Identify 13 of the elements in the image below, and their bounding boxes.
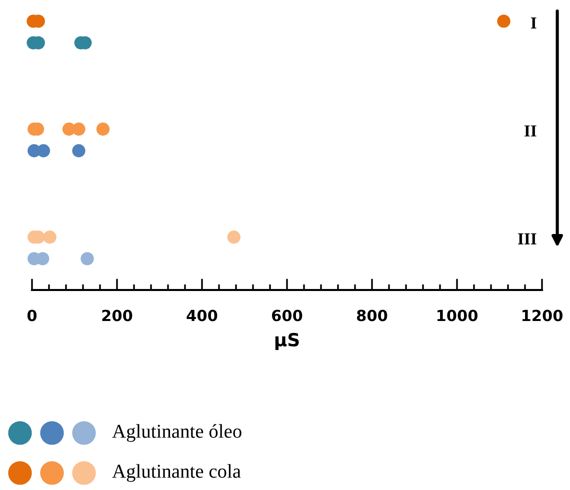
x-tick-label: 0: [27, 310, 37, 322]
y-tick-label: I: [530, 18, 536, 28]
x-tick-label: 600: [272, 310, 302, 322]
y-tick-label: II: [524, 125, 536, 136]
y-tick-label: III: [518, 233, 536, 244]
legend-label: Aglutinante cola: [112, 464, 241, 482]
x-tick-label: 1200: [522, 310, 563, 322]
x-tick-label: 1000: [437, 310, 478, 322]
x-tick-label: 800: [356, 310, 388, 322]
x-tick-label: 400: [186, 310, 218, 322]
x-tick-label: 200: [102, 310, 132, 322]
x-axis-title: µS: [275, 332, 299, 350]
legend-label: Aglutinante óleo: [112, 424, 242, 442]
